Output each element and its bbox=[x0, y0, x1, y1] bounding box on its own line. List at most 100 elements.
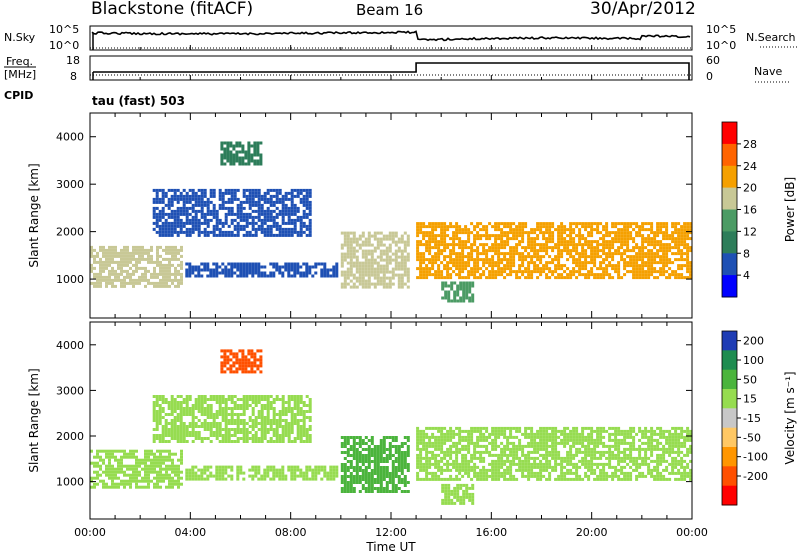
heatmap-cell bbox=[416, 249, 420, 253]
heatmap-cell bbox=[352, 234, 356, 238]
heatmap-cell bbox=[108, 455, 111, 459]
heatmap-cell bbox=[572, 261, 576, 265]
heatmap-cell bbox=[200, 215, 204, 219]
heatmap-cell bbox=[278, 233, 282, 237]
heatmap-cell bbox=[206, 230, 210, 234]
heatmap-cell bbox=[524, 255, 528, 259]
heatmap-cell bbox=[446, 255, 450, 259]
heatmap-cell bbox=[364, 457, 368, 460]
y-axis-label: Slant Range [km] bbox=[27, 163, 41, 267]
heatmap-cell bbox=[373, 273, 377, 277]
heatmap-cell bbox=[656, 228, 660, 232]
heatmap-cell bbox=[470, 249, 474, 253]
heatmap-cell bbox=[284, 221, 288, 225]
heatmap-cell bbox=[212, 230, 216, 234]
heatmap-cell bbox=[440, 270, 444, 274]
heatmap-cell bbox=[521, 432, 525, 436]
heatmap-cell bbox=[245, 233, 249, 237]
heatmap-cell bbox=[443, 477, 447, 481]
heatmap-cell bbox=[416, 447, 420, 451]
heatmap-cell bbox=[293, 437, 297, 440]
heatmap-cell bbox=[230, 221, 234, 225]
heatmap-cell bbox=[159, 266, 162, 270]
heatmap-cell bbox=[179, 218, 183, 222]
heatmap-cell bbox=[446, 276, 450, 280]
heatmap-cell bbox=[275, 200, 279, 204]
heatmap-cell bbox=[626, 225, 630, 229]
heatmap-cell bbox=[296, 188, 300, 192]
heatmap-cell bbox=[361, 484, 365, 487]
heatmap-cell bbox=[299, 200, 303, 204]
heatmap-cell bbox=[629, 231, 633, 235]
heatmap-cell bbox=[278, 416, 282, 419]
heatmap-cell bbox=[188, 474, 192, 478]
heatmap-cell bbox=[382, 448, 386, 451]
heatmap-cell bbox=[254, 265, 258, 269]
heatmap-cell bbox=[455, 228, 459, 232]
heatmap-cell bbox=[551, 225, 555, 229]
heatmap-cell bbox=[223, 150, 227, 154]
heatmap-cell bbox=[257, 422, 261, 425]
heatmap-cell bbox=[323, 268, 327, 272]
heatmap-cell bbox=[464, 246, 468, 250]
heatmap-cell bbox=[165, 281, 168, 285]
heatmap-cell bbox=[428, 462, 432, 466]
heatmap-cell bbox=[287, 395, 291, 398]
heatmap-cell bbox=[587, 246, 591, 250]
heatmap-cell bbox=[509, 435, 513, 439]
heatmap-cell bbox=[545, 267, 549, 271]
heatmap-cell bbox=[123, 455, 126, 459]
heatmap-cell bbox=[215, 265, 219, 269]
heatmap-cell bbox=[156, 257, 159, 261]
heatmap-cell bbox=[105, 248, 108, 252]
heatmap-cell bbox=[248, 221, 252, 225]
heatmap-cell bbox=[232, 153, 236, 157]
heatmap-cell bbox=[302, 477, 306, 481]
heatmap-cell bbox=[135, 263, 138, 267]
heatmap-cell bbox=[494, 471, 498, 475]
heatmap-cell bbox=[373, 448, 377, 451]
heatmap-cell bbox=[578, 264, 582, 268]
heatmap-cell bbox=[293, 262, 297, 266]
heatmap-cell bbox=[120, 266, 123, 270]
heatmap-cell bbox=[275, 413, 279, 416]
heatmap-cell bbox=[263, 474, 267, 478]
heatmap-cell bbox=[650, 225, 654, 229]
heatmap-cell bbox=[206, 206, 210, 210]
heatmap-cell bbox=[539, 270, 543, 274]
heatmap-cell bbox=[431, 471, 435, 475]
heatmap-cell bbox=[203, 401, 207, 404]
heatmap-cell bbox=[677, 258, 681, 262]
heatmap-cell bbox=[244, 358, 248, 362]
heatmap-cell bbox=[275, 422, 279, 425]
heatmap-cell bbox=[632, 273, 636, 277]
heatmap-cell bbox=[470, 255, 474, 259]
heatmap-cell bbox=[152, 188, 156, 192]
heatmap-cell bbox=[509, 249, 513, 253]
heatmap-cell bbox=[102, 248, 105, 252]
heatmap-cell bbox=[425, 465, 429, 469]
heatmap-cell bbox=[188, 200, 192, 204]
heatmap-cell bbox=[114, 248, 117, 252]
colorbar-tick-label: 16 bbox=[743, 204, 757, 217]
heatmap-cell bbox=[218, 395, 222, 398]
heatmap-cell bbox=[506, 441, 510, 445]
heatmap-cell bbox=[352, 237, 356, 241]
heatmap-cell bbox=[224, 268, 228, 272]
heatmap-cell bbox=[533, 246, 537, 250]
heatmap-cell bbox=[419, 429, 423, 433]
date-label: 30/Apr/2012 bbox=[590, 0, 696, 19]
heatmap-cell bbox=[185, 221, 189, 225]
heatmap-cell bbox=[170, 197, 174, 201]
heatmap-cell bbox=[455, 261, 459, 265]
heatmap-cell bbox=[251, 419, 255, 422]
heatmap-cell bbox=[248, 419, 252, 422]
heatmap-cell bbox=[500, 246, 504, 250]
heatmap-cell bbox=[239, 428, 243, 431]
heatmap-cell bbox=[185, 212, 189, 216]
heatmap-cell bbox=[170, 428, 174, 431]
heatmap-cell bbox=[593, 264, 597, 268]
heatmap-cell bbox=[287, 437, 291, 440]
heatmap-cell bbox=[126, 464, 129, 468]
heatmap-cell bbox=[266, 395, 270, 398]
